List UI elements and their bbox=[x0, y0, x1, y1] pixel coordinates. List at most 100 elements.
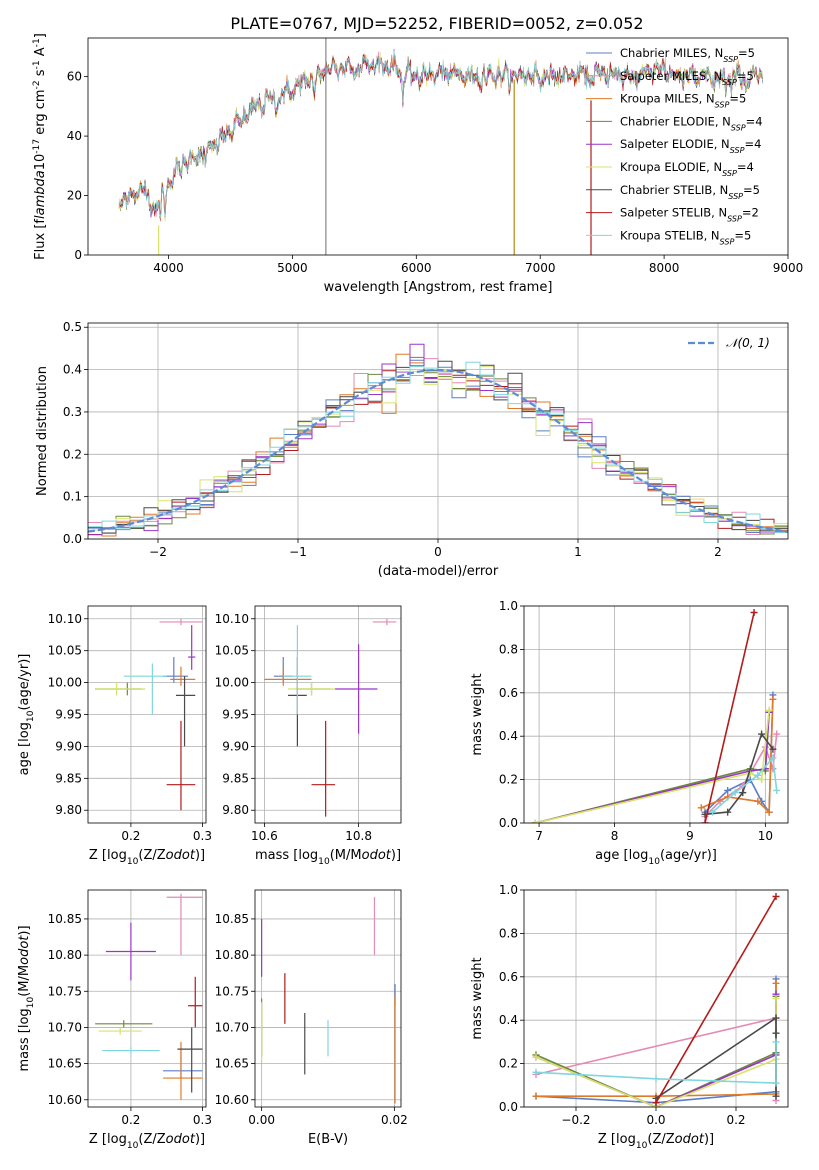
errorbar-point bbox=[175, 676, 196, 747]
y-tick-label: 0.0 bbox=[63, 532, 82, 546]
axes-frame bbox=[523, 889, 789, 1108]
errorbar-point bbox=[105, 922, 156, 981]
y-tick-label: 0.2 bbox=[499, 1057, 518, 1071]
weight-series bbox=[531, 706, 773, 823]
x-tick-label: −1 bbox=[289, 545, 307, 559]
y-tick-label: 1.0 bbox=[499, 599, 518, 613]
axes: 10.6 10.8 9.80 9.85 9.90 9.95 10.00 10.05 10.10 m… bbox=[215, 612, 401, 867]
plot-area bbox=[261, 897, 396, 1104]
weight-marker bbox=[532, 1092, 540, 1100]
y-tick-label: 10.00 bbox=[215, 676, 249, 690]
weight-marker bbox=[731, 789, 739, 797]
y-axis-label: Normed distribution bbox=[35, 366, 50, 496]
weight-marker bbox=[697, 804, 705, 812]
errorbar-point bbox=[177, 1027, 203, 1093]
x-tick-label: 0.2 bbox=[726, 1113, 745, 1127]
weight-line bbox=[655, 896, 777, 1104]
age-vs-mass-panel: 10.6 10.8 9.80 9.85 9.90 9.95 10.00 10.05 10.10 m… bbox=[215, 605, 402, 867]
y-tick-label: 0.5 bbox=[63, 320, 82, 334]
errorbar-point bbox=[283, 625, 312, 715]
weight-marker bbox=[724, 808, 732, 816]
weight-marker bbox=[758, 730, 766, 738]
plot-area bbox=[532, 893, 780, 1107]
x-tick-label: 6000 bbox=[401, 261, 432, 275]
weight-marker bbox=[772, 1014, 780, 1022]
y-tick-label: 9.85 bbox=[222, 771, 249, 785]
x-tick-label: 0.00 bbox=[248, 1113, 275, 1127]
y-tick-label: 10.65 bbox=[48, 1057, 82, 1071]
y-tick-label: 0.4 bbox=[63, 363, 82, 377]
x-tick-label: −0.2 bbox=[561, 1113, 590, 1127]
x-tick-label: 8 bbox=[611, 829, 619, 843]
spectrum-panel: 4000 5000 6000 7000 8000 9000 0 20 40 60 wavelengt… bbox=[32, 33, 803, 295]
x-axis-label: age [log10(age/yr)] bbox=[595, 848, 717, 867]
errorbar-point bbox=[98, 1027, 142, 1035]
weight-series bbox=[532, 1038, 780, 1087]
y-tick-label: 10.70 bbox=[48, 1020, 82, 1034]
legend: Chabrier MILES, NSSP=5 Salpeter MILES, NS… bbox=[586, 46, 763, 246]
plot-area bbox=[264, 618, 397, 817]
axes-frame bbox=[254, 605, 402, 824]
errorbar-point bbox=[188, 976, 203, 1028]
x-tick-label: 0.3 bbox=[193, 829, 212, 843]
normal-reference-curve bbox=[88, 368, 788, 533]
x-tick-label: 8000 bbox=[649, 261, 680, 275]
y-tick-label: 10.05 bbox=[215, 644, 249, 658]
y-tick-label: 10.00 bbox=[48, 676, 82, 690]
y-tick-label: 0.6 bbox=[499, 970, 518, 984]
x-axis-label: wavelength [Angstrom, rest frame] bbox=[324, 280, 553, 295]
legend-label: Chabrier STELIB, NSSP=5 bbox=[620, 183, 760, 201]
weight-marker bbox=[769, 695, 777, 703]
y-tick-label: 9.90 bbox=[55, 739, 82, 753]
residual-histogram bbox=[88, 360, 788, 534]
plot-area bbox=[118, 38, 763, 255]
x-axis-label: Z [log10(Z/Zodot)] bbox=[598, 1132, 714, 1151]
y-tick-label: 9.90 bbox=[222, 739, 249, 753]
weight-marker bbox=[724, 786, 732, 794]
weight-marker bbox=[772, 1038, 780, 1046]
x-tick-label: 2 bbox=[714, 545, 722, 559]
x-axis-label: mass [log10(M/Modot)] bbox=[255, 848, 401, 867]
weight-vs-metallicity-panel: −0.2 0.0 0.2 0.0 0.2 0.4 0.6 0.8 1.0 Z [log10(Z/Z… bbox=[470, 883, 789, 1151]
x-tick-label: 7 bbox=[535, 829, 543, 843]
plot-area bbox=[95, 618, 203, 811]
y-tick-label: 10.75 bbox=[215, 984, 249, 998]
y-tick-label: 0.0 bbox=[499, 1100, 518, 1114]
weight-marker bbox=[652, 1075, 660, 1083]
y-tick-label: 10.80 bbox=[48, 948, 82, 962]
y-tick-label: 40 bbox=[67, 129, 82, 143]
y-tick-label: 0.8 bbox=[499, 642, 518, 656]
y-tick-label: 9.85 bbox=[55, 771, 82, 785]
y-tick-label: 0 bbox=[74, 248, 82, 262]
errorbar-point bbox=[159, 618, 203, 626]
plot-area bbox=[88, 343, 788, 537]
legend-label: Salpeter ELODIE, NSSP=4 bbox=[620, 137, 761, 155]
weight-marker bbox=[709, 808, 717, 816]
errorbar-point bbox=[166, 720, 196, 811]
weight-line bbox=[704, 612, 755, 823]
y-tick-label: 60 bbox=[67, 70, 82, 84]
weight-marker bbox=[772, 1029, 780, 1037]
weight-marker bbox=[773, 786, 781, 794]
errorbar-point bbox=[372, 618, 397, 626]
axes-frame bbox=[87, 37, 789, 256]
x-tick-label: 1 bbox=[574, 545, 582, 559]
weight-marker bbox=[531, 819, 539, 823]
figure-title: PLATE=0767, MJD=52252, FIBERID=0052, z=0… bbox=[230, 14, 643, 33]
y-tick-label: 0.0 bbox=[499, 816, 518, 830]
weight-marker bbox=[772, 1079, 780, 1087]
y-tick-label: 9.80 bbox=[222, 803, 249, 817]
weight-marker bbox=[765, 808, 773, 816]
axes-frame bbox=[87, 889, 207, 1108]
y-tick-label: 10.65 bbox=[215, 1057, 249, 1071]
y-axis-label: mass weight bbox=[470, 673, 485, 755]
x-tick-label: 0 bbox=[434, 545, 442, 559]
x-tick-label: 10.8 bbox=[345, 829, 372, 843]
plot-area bbox=[95, 893, 203, 1100]
legend-label: Kroupa ELODIE, NSSP=4 bbox=[620, 160, 754, 178]
y-tick-label: 10.10 bbox=[215, 612, 249, 626]
weight-marker bbox=[769, 754, 777, 762]
y-tick-label: 9.95 bbox=[55, 708, 82, 722]
spectrum-line bbox=[118, 49, 763, 218]
